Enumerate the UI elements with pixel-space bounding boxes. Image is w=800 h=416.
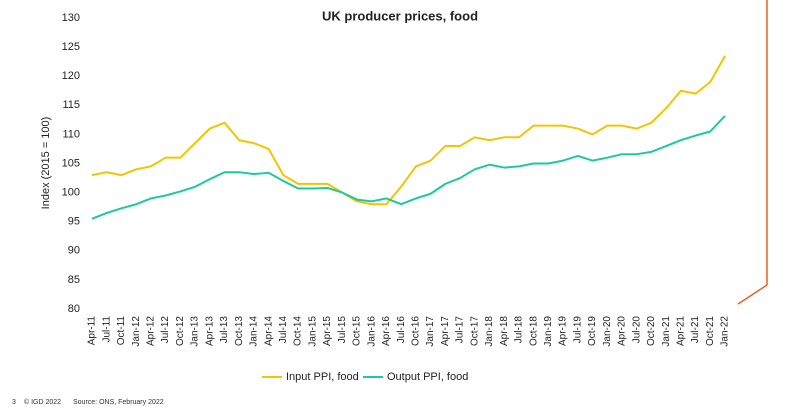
y-tick-label: 125	[62, 41, 80, 53]
y-tick-label: 110	[62, 128, 80, 140]
x-tick-label: Jul-15	[337, 316, 348, 344]
x-tick-label: Apr-15	[322, 316, 333, 346]
x-tick-label: Apr-17	[440, 316, 451, 346]
y-tick-label: 105	[62, 157, 80, 169]
y-tick-label: 85	[68, 274, 80, 286]
x-tick-label: Jan-16	[366, 316, 377, 347]
x-tick-label: Apr-14	[263, 316, 274, 346]
x-tick-label: Jan-15	[307, 316, 318, 347]
legend-label: Output PPI, food	[387, 371, 468, 383]
x-tick-label: Oct-13	[234, 316, 245, 346]
x-tick-label: Oct-18	[528, 316, 539, 346]
x-tick-label: Jan-13	[190, 316, 201, 347]
y-tick-label: 90	[68, 245, 80, 257]
x-tick-label: Jul-19	[572, 316, 583, 344]
x-tick-label: Oct-16	[411, 316, 422, 346]
x-tick-label: Apr-12	[146, 316, 157, 346]
chart-title: UK producer prices, food	[322, 8, 478, 23]
y-tick-label: 80	[68, 303, 80, 315]
x-tick-label: Jul-13	[219, 316, 230, 344]
x-tick-label: Oct-11	[116, 316, 127, 346]
x-tick-label: Oct-12	[175, 316, 186, 346]
x-tick-label: Jul-17	[455, 316, 466, 344]
x-tick-label: Jul-14	[278, 316, 289, 344]
x-tick-label: Jul-11	[101, 316, 112, 343]
x-tick-label: Jan-21	[661, 316, 672, 347]
decoration	[737, 0, 768, 305]
x-tick-label: Apr-18	[499, 316, 510, 346]
y-tick-label: 95	[68, 216, 80, 228]
x-tick-label: Jul-12	[160, 316, 171, 344]
x-tick-label: Oct-19	[587, 316, 598, 346]
legend-label: Input PPI, food	[286, 371, 359, 383]
x-tick-label: Apr-13	[204, 316, 215, 346]
x-tick-label: Oct-20	[646, 316, 657, 346]
line-series	[91, 55, 726, 206]
x-tick-label: Jan-14	[249, 316, 260, 347]
source: Source: ONS, February 2022	[73, 399, 164, 406]
x-tick-label: Jan-18	[484, 316, 495, 347]
y-axis-title: Index (2015 = 100)	[40, 117, 52, 210]
x-tick-label: Apr-20	[617, 316, 628, 346]
line-series	[91, 115, 726, 220]
x-tick-label: Jul-16	[396, 316, 407, 344]
x-tick-label: Jul-20	[631, 316, 642, 344]
copyright: © IGD 2022	[24, 398, 61, 406]
y-tick-label: 115	[62, 99, 80, 111]
x-tick-label: Jan-19	[543, 316, 554, 347]
x-tick-label: Apr-21	[675, 316, 686, 346]
x-tick-label: Jan-22	[720, 316, 731, 347]
x-tick-label: Jan-17	[425, 316, 436, 347]
x-tick-label: Oct-21	[705, 316, 716, 346]
x-tick-label: Apr-16	[381, 316, 392, 346]
x-tick-label: Jul-21	[690, 316, 701, 344]
y-tick-label: 130	[62, 12, 80, 24]
x-tick-label: Oct-17	[469, 316, 480, 346]
x-tick-label: Jan-20	[602, 316, 613, 347]
page-number: 3	[12, 399, 16, 406]
x-tick-label: Jan-12	[131, 316, 142, 347]
x-tick-label: Jul-18	[514, 316, 525, 344]
x-tick-label: Apr-19	[558, 316, 569, 346]
x-tick-label: Apr-11	[87, 316, 98, 346]
x-tick-label: Oct-15	[352, 316, 363, 346]
y-tick-label: 120	[62, 70, 80, 82]
y-tick-label: 100	[62, 187, 80, 199]
x-tick-label: Oct-14	[293, 316, 304, 346]
